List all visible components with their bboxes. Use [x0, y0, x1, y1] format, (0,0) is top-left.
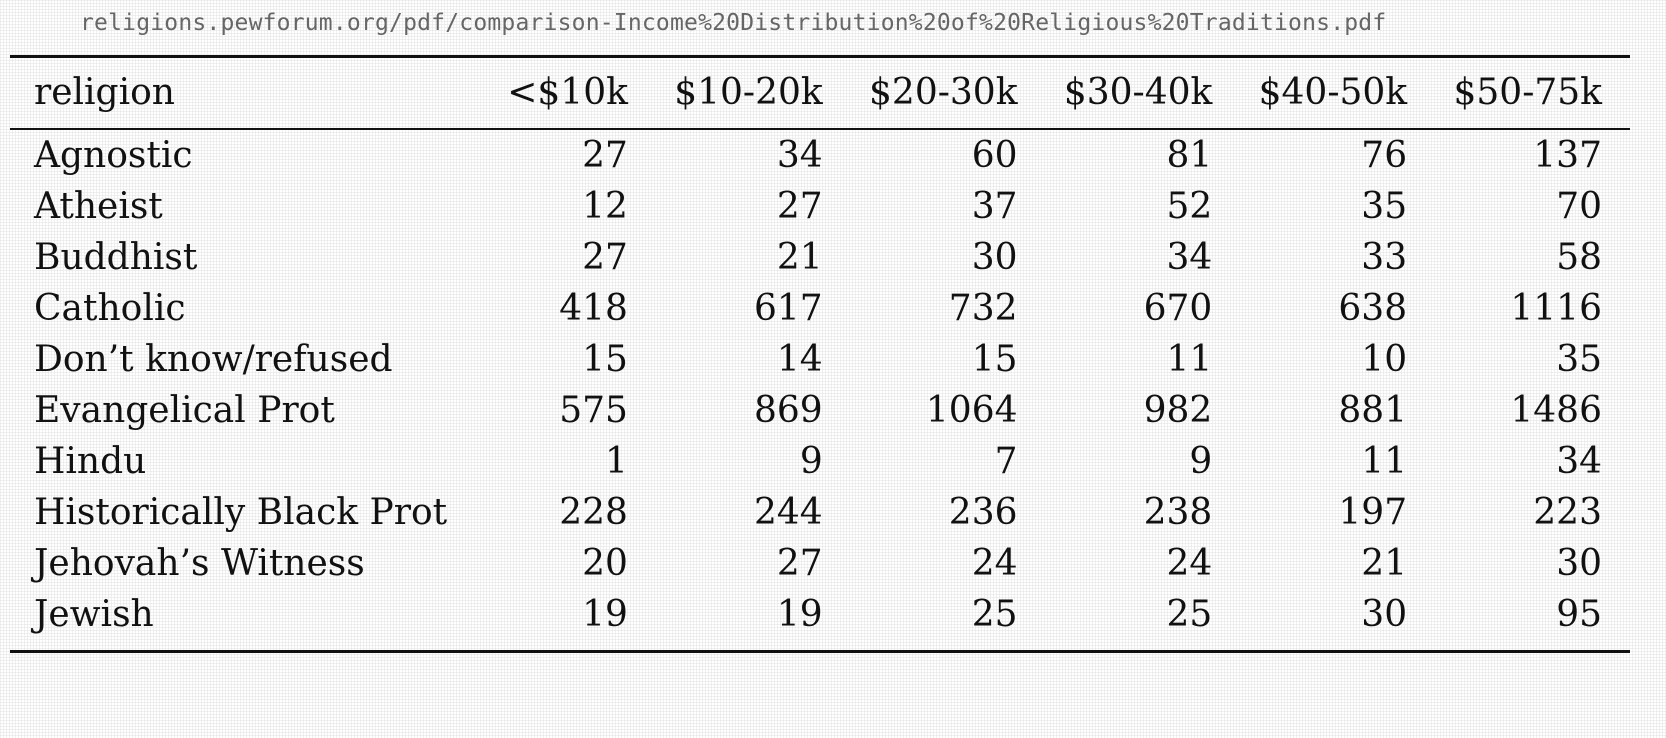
income-distribution-table: religion <$10k $10-20k $20-30k $30-40k $…	[10, 55, 1630, 653]
value-cell: 236	[948, 492, 1018, 533]
table-row: Evangelical Prot 575 869 1064 982 881 14…	[10, 385, 1630, 436]
value-cell: 228	[559, 492, 628, 533]
value-cell: 52	[1166, 186, 1213, 227]
table-row: Catholic 418 617 732 670 638 1116	[10, 283, 1630, 334]
value-cell: 9	[799, 441, 823, 482]
value-cell: 60	[971, 135, 1018, 176]
value-cell: 34	[1556, 441, 1602, 482]
religion-cell: Historically Black Prot	[34, 492, 448, 533]
religion-cell: Evangelical Prot	[34, 390, 335, 431]
value-cell: 881	[1338, 390, 1408, 431]
religion-cell: Don’t know/refused	[34, 339, 393, 380]
table-body: Agnostic 27 34 60 81 76 137 Atheist 12 2…	[10, 128, 1630, 650]
header-30-40k: $30-40k	[1063, 72, 1213, 113]
value-cell: 9	[1189, 441, 1213, 482]
data-table: religion <$10k $10-20k $20-30k $30-40k $…	[10, 58, 1630, 650]
value-cell: 30	[1361, 594, 1408, 635]
table-row: Jehovah’s Witness 20 27 24 24 21 30	[10, 538, 1630, 589]
value-cell: 12	[582, 186, 628, 227]
value-cell: 617	[754, 288, 823, 329]
value-cell: 10	[1361, 339, 1408, 380]
value-cell: 27	[582, 237, 628, 278]
value-cell: 223	[1533, 492, 1602, 533]
value-cell: 19	[776, 594, 823, 635]
value-cell: 11	[1166, 339, 1213, 380]
bottom-rule	[10, 650, 1630, 653]
value-cell: 15	[582, 339, 628, 380]
value-cell: 34	[1166, 237, 1213, 278]
value-cell: 1116	[1510, 288, 1602, 329]
value-cell: 25	[971, 594, 1018, 635]
header-under-10k: <$10k	[507, 72, 628, 113]
religion-cell: Agnostic	[34, 135, 193, 176]
value-cell: 27	[582, 135, 628, 176]
table-row: Historically Black Prot 228 244 236 238 …	[10, 487, 1630, 538]
religion-cell: Hindu	[34, 441, 147, 482]
value-cell: 11	[1361, 441, 1408, 482]
value-cell: 34	[776, 135, 823, 176]
value-cell: 20	[582, 543, 628, 584]
value-cell: 238	[1143, 492, 1213, 533]
header-religion: religion	[34, 72, 175, 113]
value-cell: 19	[582, 594, 628, 635]
value-cell: 418	[559, 288, 628, 329]
value-cell: 24	[971, 543, 1018, 584]
value-cell: 21	[1361, 543, 1408, 584]
value-cell: 58	[1556, 237, 1602, 278]
value-cell: 30	[971, 237, 1018, 278]
value-cell: 244	[754, 492, 823, 533]
value-cell: 1486	[1510, 390, 1602, 431]
value-cell: 81	[1166, 135, 1213, 176]
table-row: Buddhist 27 21 30 34 33 58	[10, 232, 1630, 283]
value-cell: 1	[605, 441, 628, 482]
value-cell: 70	[1556, 186, 1602, 227]
value-cell: 670	[1143, 288, 1213, 329]
value-cell: 575	[559, 390, 628, 431]
value-cell: 1064	[925, 390, 1018, 431]
table-row: Agnostic 27 34 60 81 76 137	[10, 130, 1630, 181]
header-40-50k: $40-50k	[1258, 72, 1408, 113]
table-header: religion <$10k $10-20k $20-30k $30-40k $…	[10, 58, 1630, 128]
value-cell: 27	[776, 543, 823, 584]
value-cell: 869	[754, 390, 823, 431]
value-cell: 35	[1361, 186, 1408, 227]
value-cell: 27	[776, 186, 823, 227]
document-url[interactable]: religions.pewforum.org/pdf/comparison-In…	[80, 10, 1387, 36]
header-20-30k: $20-30k	[869, 72, 1018, 113]
value-cell: 35	[1556, 339, 1602, 380]
value-cell: 732	[948, 288, 1018, 329]
value-cell: 982	[1143, 390, 1213, 431]
value-cell: 14	[776, 339, 823, 380]
header-10-20k: $10-20k	[674, 72, 823, 113]
value-cell: 638	[1338, 288, 1408, 329]
value-cell: 7	[994, 441, 1018, 482]
religion-cell: Jehovah’s Witness	[34, 543, 365, 584]
table-row: Hindu 1 9 7 9 11 34	[10, 436, 1630, 487]
table-row: Jewish 19 19 25 25 30 95	[10, 589, 1630, 650]
value-cell: 33	[1361, 237, 1408, 278]
value-cell: 24	[1166, 543, 1213, 584]
religion-cell: Buddhist	[34, 237, 198, 278]
header-row: religion <$10k $10-20k $20-30k $30-40k $…	[10, 58, 1630, 128]
religion-cell: Atheist	[34, 186, 163, 227]
value-cell: 197	[1338, 492, 1408, 533]
value-cell: 95	[1556, 594, 1602, 635]
value-cell: 25	[1166, 594, 1213, 635]
header-rule	[10, 128, 1630, 130]
value-cell: 21	[776, 237, 823, 278]
header-50-75k: $50-75k	[1453, 72, 1603, 113]
value-cell: 15	[971, 339, 1018, 380]
table-row: Atheist 12 27 37 52 35 70	[10, 181, 1630, 232]
value-cell: 30	[1556, 543, 1602, 584]
religion-cell: Jewish	[34, 594, 154, 635]
top-rule	[10, 55, 1630, 58]
value-cell: 137	[1533, 135, 1602, 176]
value-cell: 37	[971, 186, 1018, 227]
value-cell: 76	[1361, 135, 1408, 176]
table-row: Don’t know/refused 15 14 15 11 10 35	[10, 334, 1630, 385]
religion-cell: Catholic	[34, 288, 186, 329]
